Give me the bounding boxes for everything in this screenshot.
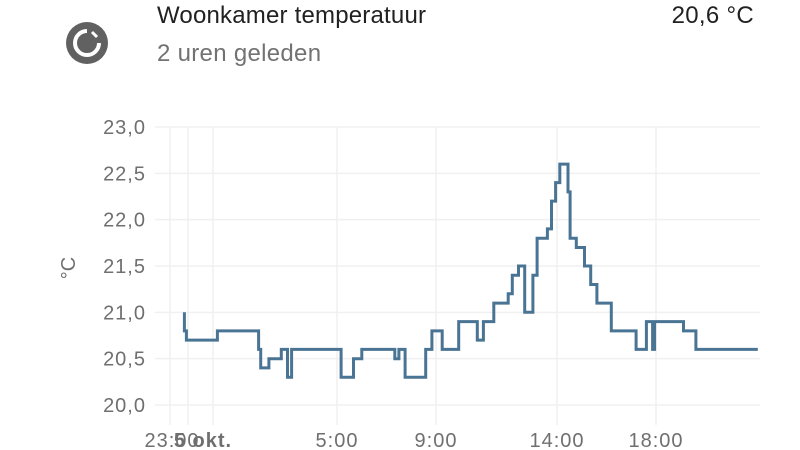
x-tick-label: 5:00 (316, 430, 359, 450)
y-tick-label: 21,0 (103, 302, 146, 324)
y-tick-label: 21,5 (103, 256, 146, 278)
y-tick-label: 20,0 (103, 395, 146, 417)
y-tick-label: 20,5 (103, 349, 146, 371)
y-tick-label: 22,5 (103, 163, 146, 185)
thermometer-gauge-icon (66, 22, 108, 64)
entity-name: Woonkamer temperatuur (157, 2, 427, 29)
y-tick-label: 22,0 (103, 210, 146, 232)
entity-state-value: 20,6 °C (671, 2, 754, 29)
y-axis-ticks: 23,0 22,5 22,0 21,5 21,0 20,5 20,0 (103, 117, 146, 417)
x-tick-label: 14:00 (529, 430, 584, 450)
last-changed: 2 uren geleden (157, 40, 322, 67)
x-tick-label: 5 okt. (174, 430, 232, 450)
chart-grid (155, 126, 760, 425)
y-axis-label: °C (58, 257, 80, 279)
x-tick-label: 18:00 (628, 430, 683, 450)
x-tick-label: 9:00 (415, 430, 458, 450)
x-axis-ticks: 23:005 okt. 5:00 9:00 14:00 18:00 (144, 430, 683, 450)
y-tick-label: 23,0 (103, 117, 146, 139)
temperature-line[interactable] (182, 162, 758, 379)
x-tick-label: 23:00 (144, 430, 199, 450)
